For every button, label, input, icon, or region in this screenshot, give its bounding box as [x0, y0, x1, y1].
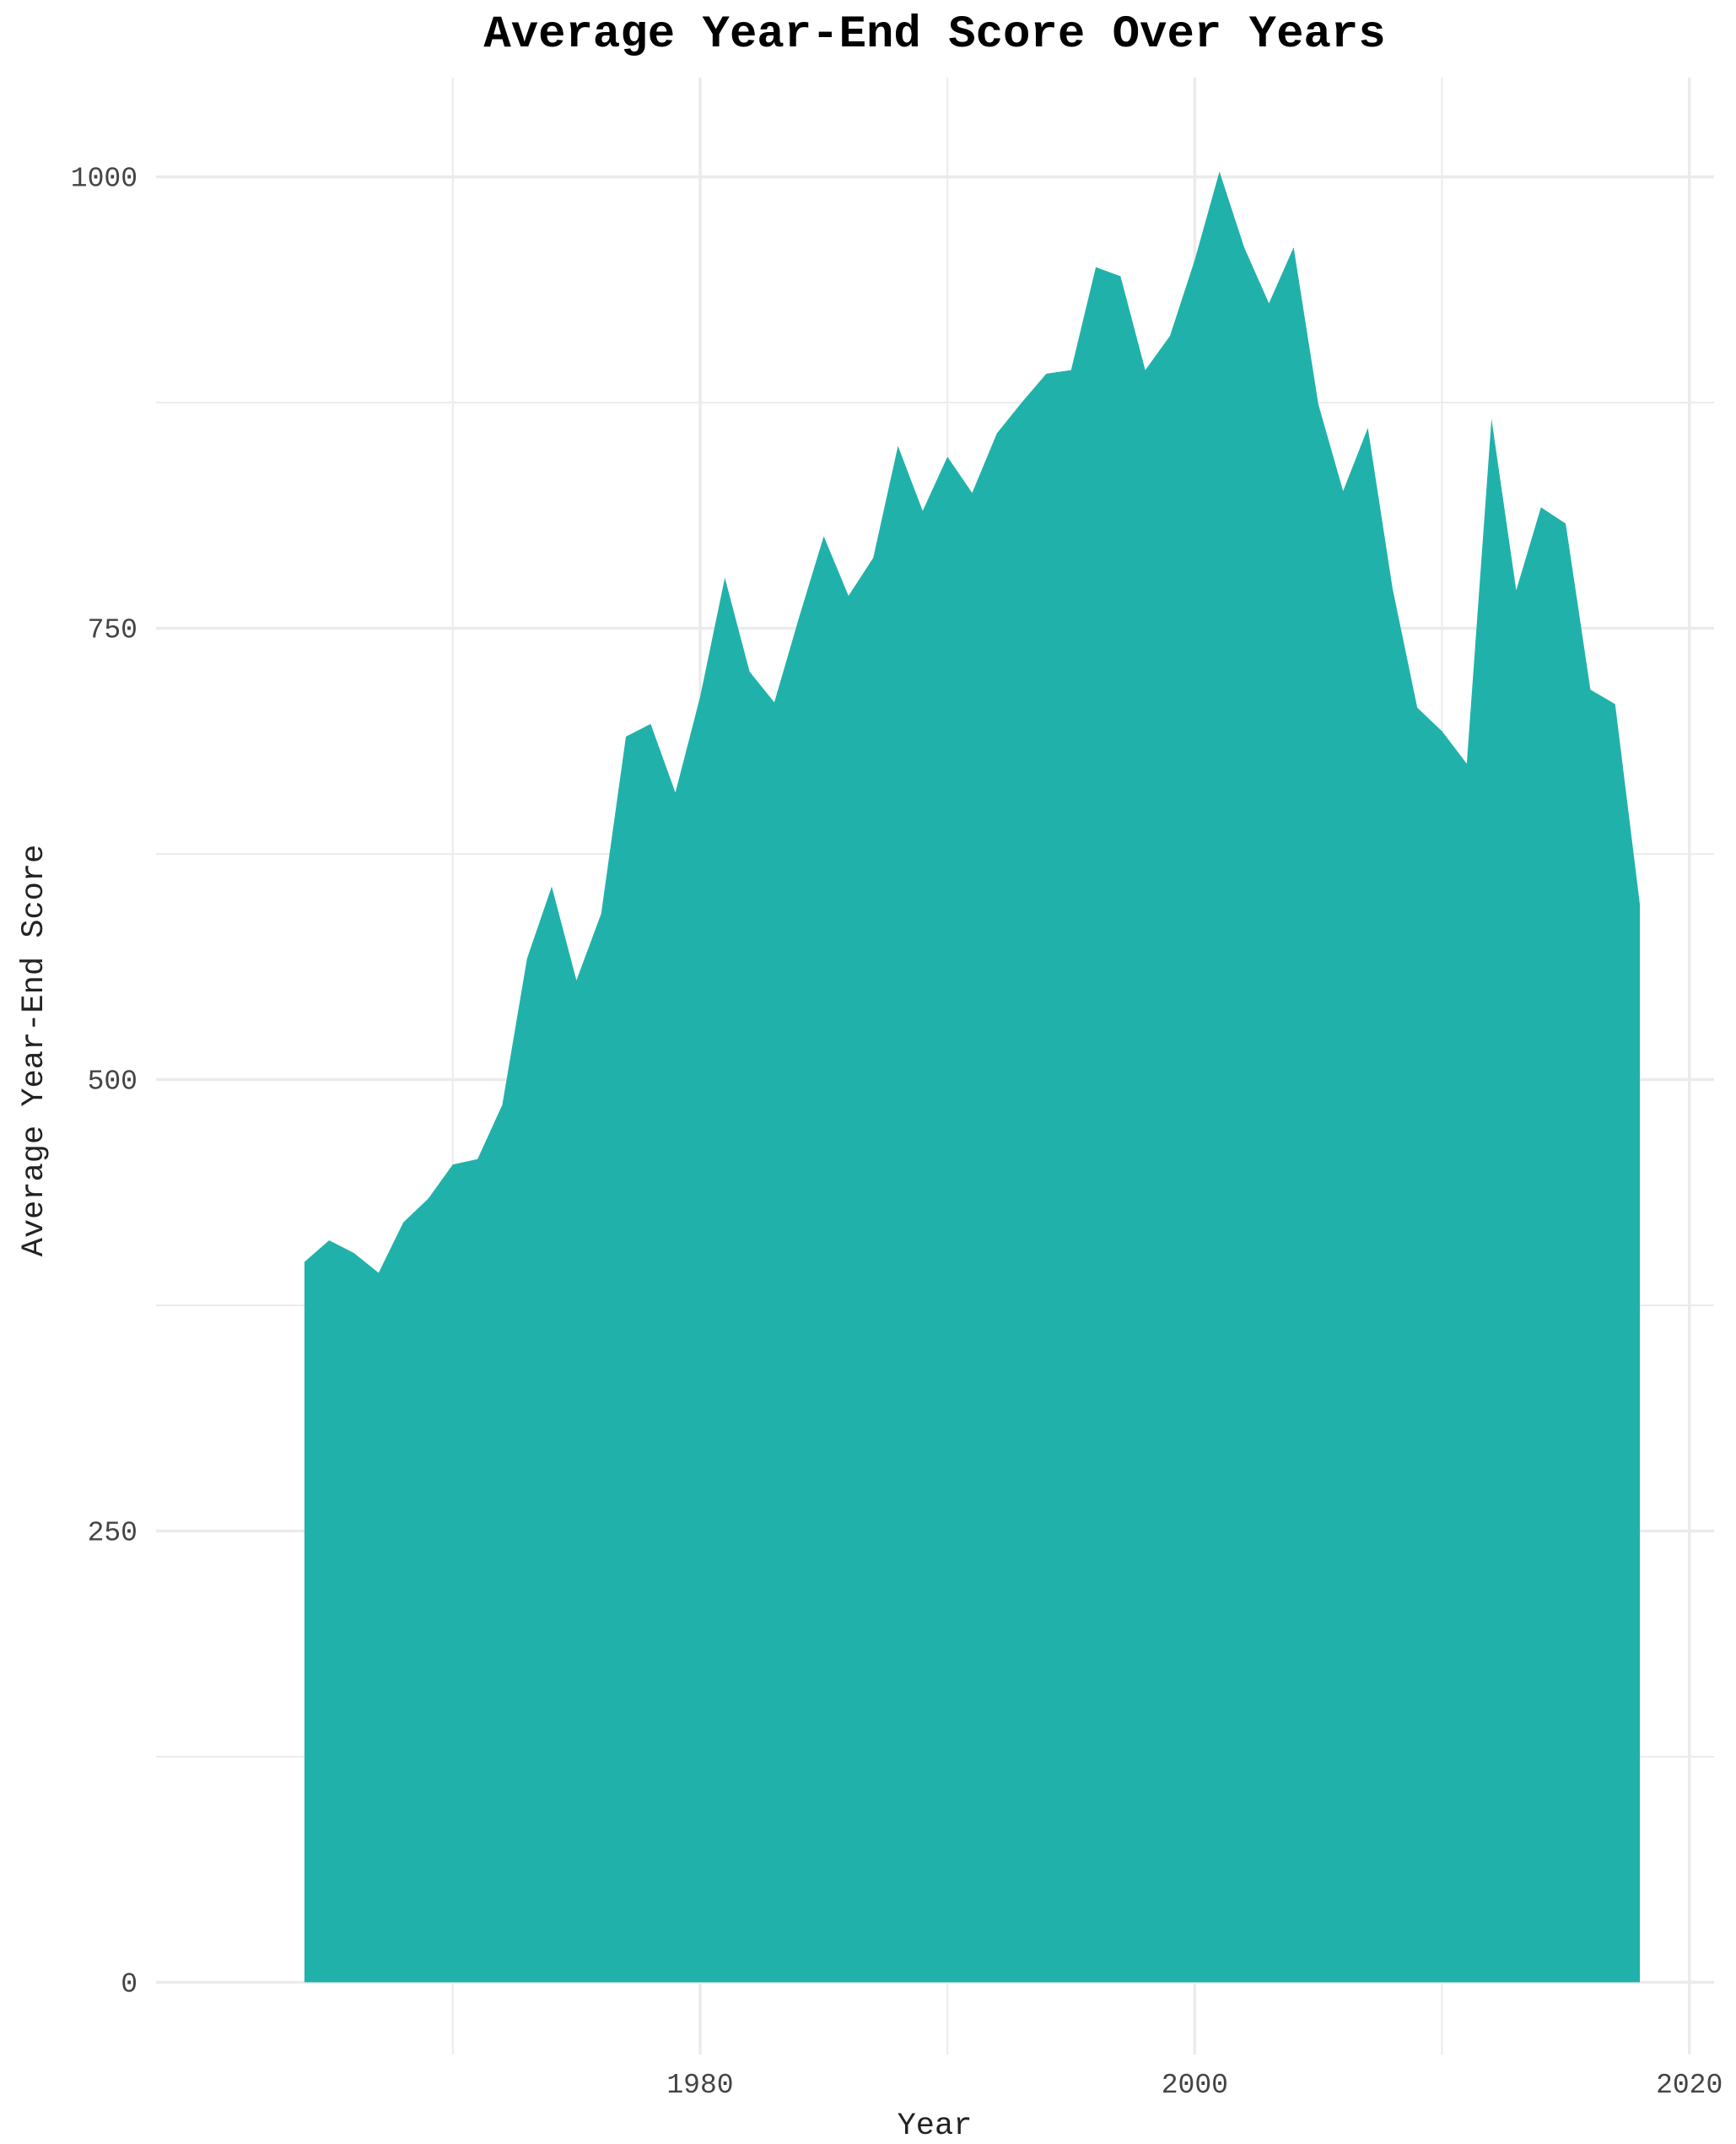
x-tick-label: 1980 — [666, 2070, 733, 2101]
x-axis-tick-labels: 1980 2000 2020 — [666, 2070, 1723, 2101]
y-tick-label: 500 — [88, 1067, 137, 1098]
x-tick-label: 2000 — [1162, 2070, 1228, 2101]
y-tick-label: 250 — [88, 1517, 137, 1548]
x-tick-label: 2020 — [1656, 2070, 1723, 2101]
y-axis-title: Average Year-End Score — [17, 845, 52, 1256]
x-axis-title: Year — [898, 2109, 973, 2144]
y-tick-label: 0 — [121, 1968, 137, 2000]
area-series — [304, 171, 1641, 1983]
y-tick-label: 1000 — [71, 164, 137, 195]
chart-title: Average Year-End Score Over Years — [483, 9, 1385, 61]
y-tick-label: 750 — [88, 615, 137, 646]
y-axis-tick-labels: 0 250 500 750 1000 — [71, 164, 137, 2001]
